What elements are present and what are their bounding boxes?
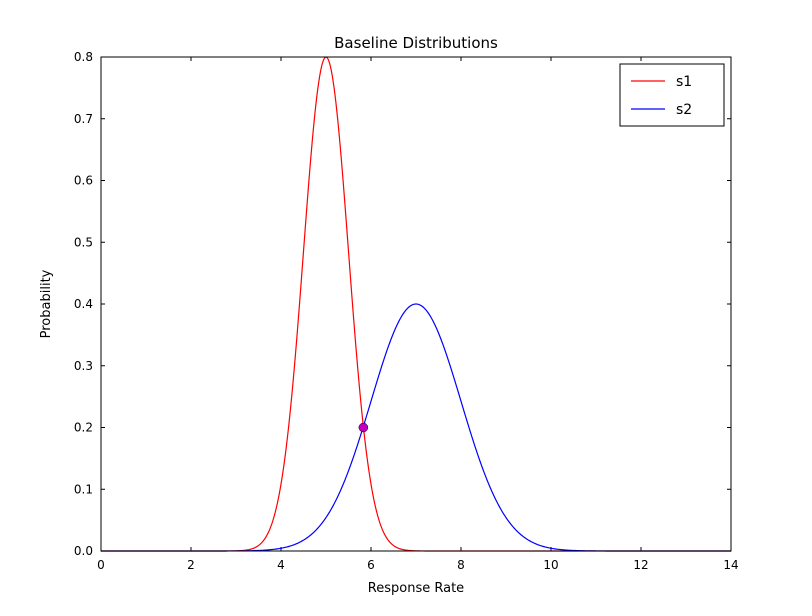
x-axis-label: Response Rate [368, 581, 464, 596]
y-tick-label: 0.7 [74, 112, 93, 126]
x-tick-label: 12 [633, 558, 648, 572]
y-tick-label: 0.1 [74, 482, 93, 496]
y-tick-label: 0.4 [74, 297, 93, 311]
y-tick-label: 0.3 [74, 359, 93, 373]
legend-label-s1: s1 [676, 74, 692, 90]
x-tick-label: 0 [97, 558, 105, 572]
y-tick-label: 0.0 [74, 544, 93, 558]
legend-label-s2: s2 [676, 102, 692, 118]
x-tick-label: 14 [723, 558, 738, 572]
x-tick-label: 2 [187, 558, 195, 572]
y-tick-label: 0.6 [74, 174, 93, 188]
y-axis-label: Probability [39, 269, 54, 338]
series-s2-line [101, 303, 731, 552]
x-tick-label: 6 [367, 558, 375, 572]
chart-generated-layer: 0 2 4 6 8 10 12 14 0.0 0.1 0.2 0.3 0.4 0.5 0.6 0.7 0.8 s1… [74, 50, 739, 572]
legend-box [619, 63, 725, 127]
plot-frame [100, 56, 732, 552]
chart-title: Baseline Distributions [334, 34, 498, 52]
x-tick-label: 10 [543, 558, 558, 572]
x-tick-label: 8 [457, 558, 465, 572]
intersection-point [358, 422, 369, 433]
y-tick-label: 0.2 [74, 421, 93, 435]
x-tick-label: 4 [277, 558, 285, 572]
y-tick-label: 0.8 [74, 50, 93, 64]
y-tick-label: 0.5 [74, 235, 93, 249]
